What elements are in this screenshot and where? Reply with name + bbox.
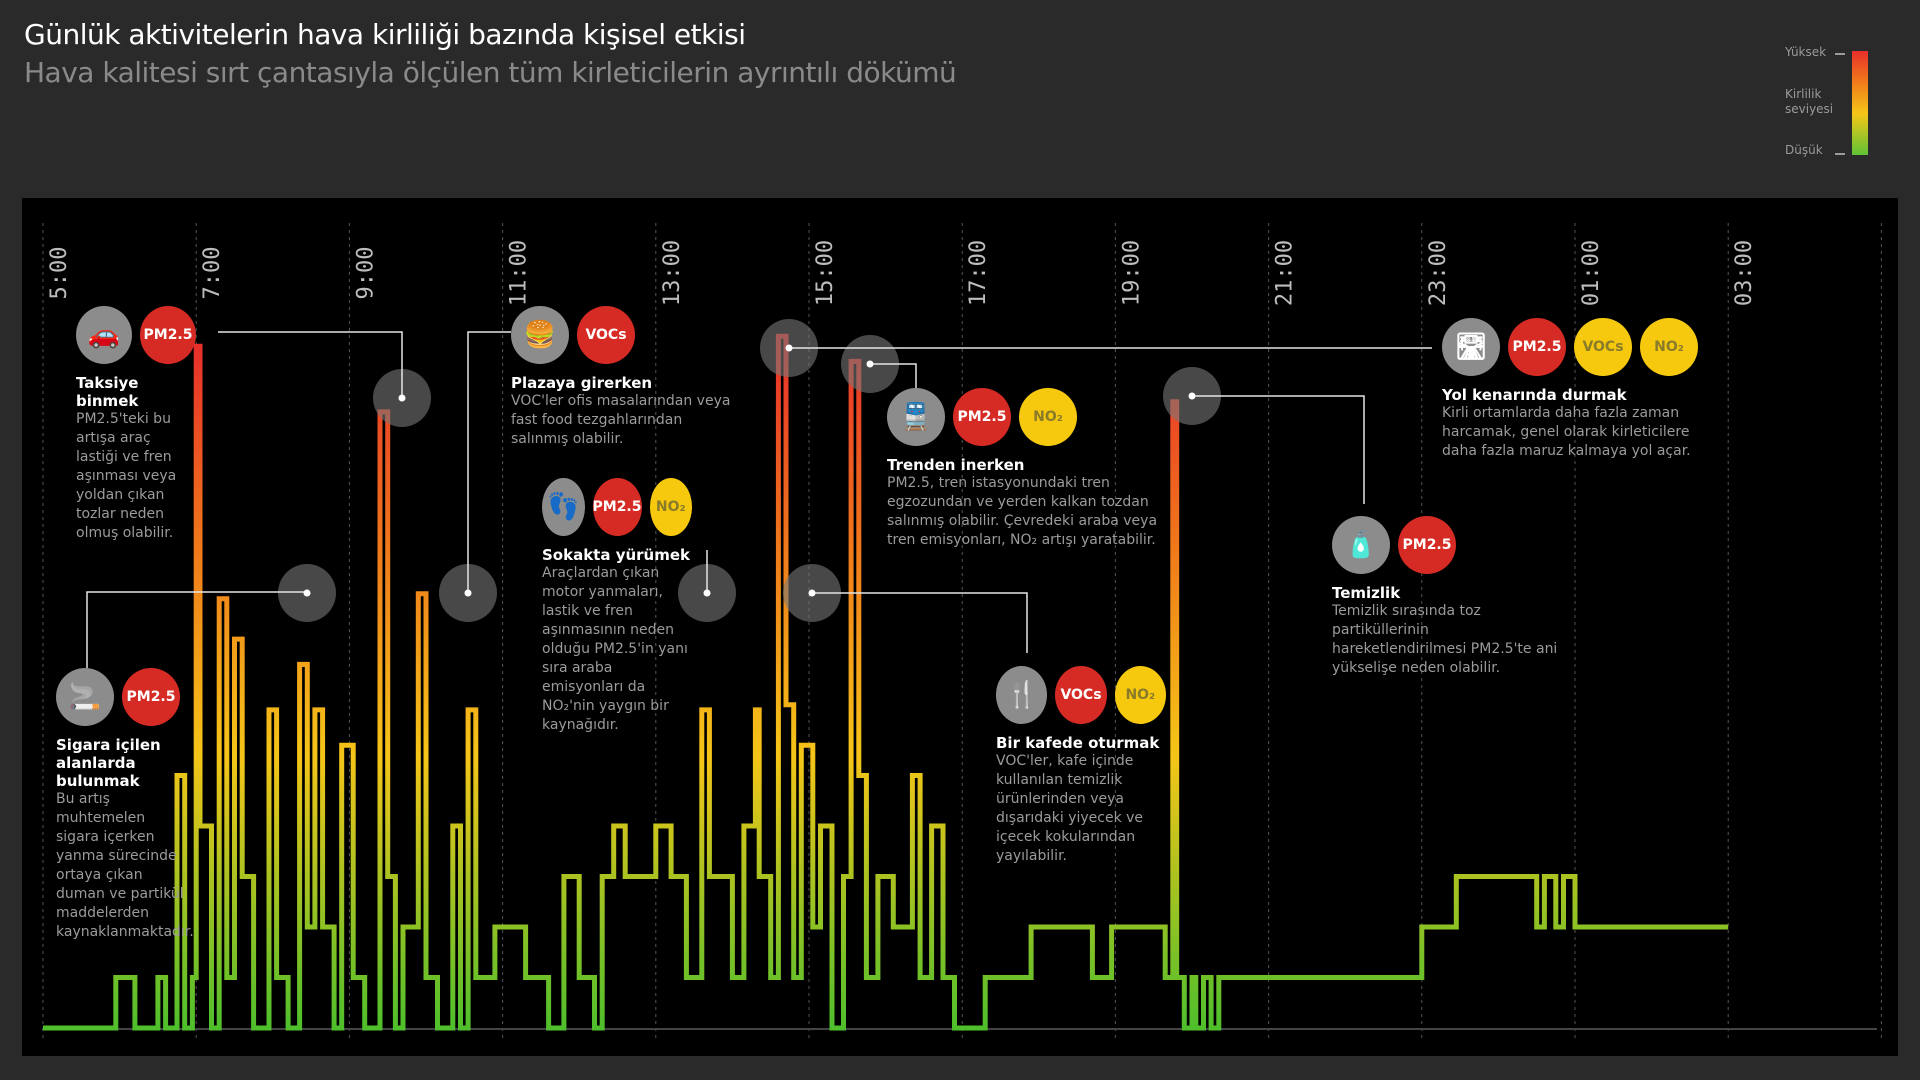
legend-low-label: Düşük — [1785, 143, 1823, 157]
spray-bottle-icon: 🧴 — [1332, 516, 1390, 574]
pollutant-badge: VOCs — [1055, 666, 1107, 724]
peak-dot-train — [866, 360, 874, 368]
annotation-train: 🚆 PM2.5 NO₂ Trenden inerken PM2.5, tren ista… — [887, 388, 1187, 550]
annotation-text: VOC'ler ofis masalarından veya fast food… — [511, 393, 731, 447]
connector-line-taxi — [218, 331, 403, 398]
footsteps-icon: 👣 — [542, 478, 585, 536]
pollutant-badge: NO₂ — [1019, 388, 1077, 446]
annotation-title: Temizlik — [1332, 584, 1401, 602]
annotation-text: Kirli ortamlarda daha fazla zaman harcam… — [1442, 405, 1691, 459]
annotation-title: Trenden inerken — [887, 456, 1025, 474]
chart-panel: 5:00 7:00 9:00 11:00 13:00 15:00 17:00 19:00 21:… — [22, 198, 1898, 1056]
annotation-text: Temizlik sırasında toz partiküllerinin h… — [1332, 603, 1558, 676]
peak-dot-cleaning — [1188, 392, 1196, 400]
peak-dot-cafe — [808, 589, 816, 597]
annotation-text: PM2.5'teki bu artışa araç lastiği ve fre… — [76, 411, 177, 541]
pollutant-badge: PM2.5 — [122, 668, 180, 726]
peak-dot-roadside — [785, 344, 793, 352]
pollutant-badge: VOCs — [1574, 318, 1632, 376]
chart-svg: 5:00 7:00 9:00 11:00 13:00 15:00 17:00 19:00 21:… — [42, 223, 1882, 1038]
connector-line-train — [870, 363, 917, 388]
annotation-title: Taksiye binmek — [76, 374, 139, 410]
x-tick-label: 21:00 — [1273, 240, 1298, 306]
burger-icon: 🍔 — [511, 306, 569, 364]
annotation-title: Sokakta yürümek — [542, 546, 691, 564]
annotation-badges: 🚆 PM2.5 NO₂ — [887, 388, 1187, 446]
pollutant-badge: PM2.5 — [1398, 516, 1456, 574]
cutlery-icon: 🍴 — [996, 666, 1048, 724]
annotation-badges: 🧴 PM2.5 — [1332, 516, 1562, 574]
connector-line-plaza — [467, 331, 511, 593]
train-icon: 🚆 — [887, 388, 945, 446]
pollutant-badge: NO₂ — [1640, 318, 1698, 376]
x-tick-label: 01:00 — [1579, 240, 1604, 306]
chart-subtitle: Hava kalitesi sırt çantasıyla ölçülen tü… — [24, 56, 957, 89]
road-icon: 🛣 — [1442, 318, 1500, 376]
annotation-badges: 🍴 VOCs NO₂ — [996, 666, 1166, 724]
x-tick-label: 19:00 — [1119, 240, 1144, 306]
pollutant-badge: PM2.5 — [953, 388, 1011, 446]
connector-line-cafe — [812, 592, 1028, 653]
x-tick-label: 23:00 — [1426, 240, 1451, 306]
annotation-title: Plazaya girerken — [511, 374, 653, 392]
peak-dot-walk — [703, 589, 711, 597]
legend-gradient-bar — [1852, 51, 1868, 155]
annotation-text: Bu artış muhtemelen sigara içerken yanma… — [56, 791, 194, 940]
color-legend: Yüksek Kirlilik seviyesi Düşük — [1780, 45, 1910, 165]
chart-title: Günlük aktivitelerin hava kirliliği bazı… — [24, 18, 746, 51]
annotation-plaza: 🍔 VOCs Plazaya girerken VOC'ler ofis masala… — [511, 306, 741, 449]
x-tick-label: 9:00 — [353, 247, 378, 300]
pollutant-badge: NO₂ — [649, 478, 692, 536]
annotation-badges: 🚗 PM2.5 — [76, 306, 196, 364]
annotation-walk: 👣 PM2.5 NO₂ Sokakta yürümek Araçlardan çıkan… — [542, 478, 692, 735]
annotation-badges: 🛣 PM2.5 VOCs NO₂ — [1442, 318, 1702, 376]
connector-line-cleaning — [1192, 395, 1365, 504]
annotation-badges: 👣 PM2.5 NO₂ — [542, 478, 692, 536]
pollutant-badge: VOCs — [577, 306, 635, 364]
legend-high-label: Yüksek — [1785, 45, 1827, 59]
cigarette-icon: 🚬 — [56, 668, 114, 726]
annotation-title: Sigara içilen alanlarda bulunmak — [56, 736, 161, 790]
pollutant-badge: PM2.5 — [592, 478, 642, 536]
annotation-badges: 🍔 VOCs — [511, 306, 741, 364]
annotation-text: PM2.5, tren istasyonundaki tren egzozund… — [887, 475, 1158, 548]
pollutant-badge: PM2.5 — [1508, 318, 1566, 376]
x-tick-label: 7:00 — [200, 247, 225, 300]
annotation-text: VOC'ler, kafe içinde kullanılan temizlik… — [996, 753, 1144, 864]
legend-level-label: Kirlilik seviyesi — [1785, 87, 1834, 116]
peak-dot-smoking — [303, 589, 311, 597]
legend-high-tick — [1835, 53, 1845, 55]
pollutant-badge: NO₂ — [1114, 666, 1166, 724]
connector-line-smoking — [86, 591, 307, 668]
annotation-roadside: 🛣 PM2.5 VOCs NO₂ Yol kenarında durmak Kirli o… — [1442, 318, 1702, 461]
annotation-smoking: 🚬 PM2.5 Sigara içilen alanlarda bulunmak Bu… — [56, 668, 194, 942]
annotation-cleaning: 🧴 PM2.5 Temizlik Temizlik sırasında toz par… — [1332, 516, 1562, 678]
annotation-cafe: 🍴 VOCs NO₂ Bir kafede oturmak VOC'ler, kafe … — [996, 666, 1166, 866]
legend-low-tick — [1835, 153, 1845, 155]
pollutant-badge: PM2.5 — [140, 306, 196, 364]
annotation-text: Araçlardan çıkan motor yanmaları, lastik… — [542, 565, 688, 733]
x-tick-label: 5:00 — [47, 247, 72, 300]
x-tick-label: 13:00 — [660, 240, 685, 306]
peak-dot-plaza — [464, 589, 472, 597]
x-tick-label: 03:00 — [1732, 240, 1757, 306]
annotation-badges: 🚬 PM2.5 — [56, 668, 186, 726]
annotation-title: Bir kafede oturmak — [996, 734, 1160, 752]
peak-dot-taxi — [398, 394, 406, 402]
x-tick-label: 11:00 — [507, 240, 532, 306]
x-tick-label: 15:00 — [813, 240, 838, 306]
car-icon: 🚗 — [76, 306, 132, 364]
annotation-taxi: 🚗 PM2.5 Taksiye binmek PM2.5'teki bu artışa… — [76, 306, 196, 543]
annotation-title: Yol kenarında durmak — [1442, 386, 1627, 404]
x-tick-label: 17:00 — [966, 240, 991, 306]
pollution-step-line — [43, 333, 1729, 1031]
